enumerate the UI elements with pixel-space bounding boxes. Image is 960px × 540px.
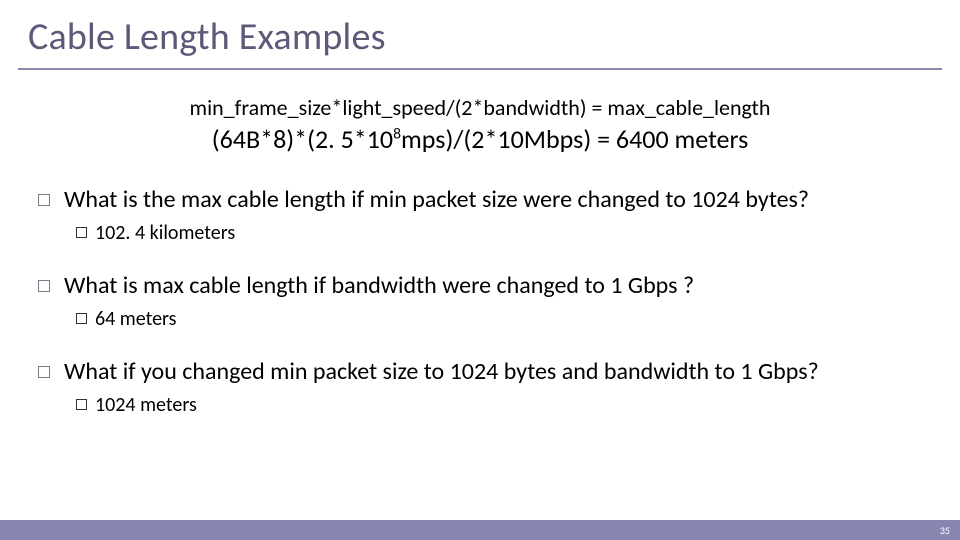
title-underline xyxy=(18,68,942,70)
formula-pre: (64B*8)*(2. 5*10 xyxy=(212,123,393,155)
question-row: What is max cable length if bandwidth we… xyxy=(38,271,930,301)
square-bullet-icon xyxy=(38,194,50,206)
answer-text: 102. 4 kilometers xyxy=(95,221,235,245)
question-item: What if you changed min packet size to 1… xyxy=(38,357,930,417)
formula-general: min_frame_size*light_speed/(2*bandwidth)… xyxy=(0,94,960,121)
square-bullet-icon xyxy=(76,227,87,238)
formula-block: min_frame_size*light_speed/(2*bandwidth)… xyxy=(0,94,960,155)
question-text: What is the max cable length if min pack… xyxy=(64,185,930,215)
answer-row: 64 meters xyxy=(38,307,930,331)
square-bullet-icon xyxy=(76,399,87,410)
square-bullet-icon xyxy=(38,366,50,378)
square-bullet-icon xyxy=(76,313,87,324)
page-number: 35 xyxy=(940,524,950,537)
question-list: What is the max cable length if min pack… xyxy=(0,185,960,417)
question-text: What if you changed min packet size to 1… xyxy=(64,357,930,387)
question-row: What is the max cable length if min pack… xyxy=(38,185,930,215)
answer-text: 1024 meters xyxy=(95,393,197,417)
square-bullet-icon xyxy=(38,280,50,292)
question-item: What is the max cable length if min pack… xyxy=(38,185,930,245)
formula-numeric: (64B*8)*(2. 5*108mps)/(2*10Mbps) = 6400 … xyxy=(0,123,960,155)
formula-exponent: 8 xyxy=(393,124,401,143)
answer-text: 64 meters xyxy=(95,307,177,331)
answer-row: 102. 4 kilometers xyxy=(38,221,930,245)
question-text: What is max cable length if bandwidth we… xyxy=(64,271,930,301)
question-item: What is max cable length if bandwidth we… xyxy=(38,271,930,331)
slide: Cable Length Examples min_frame_size*lig… xyxy=(0,0,960,540)
footer-bar: 35 xyxy=(0,520,960,540)
formula-post: mps)/(2*10Mbps) = 6400 meters xyxy=(401,123,748,155)
answer-row: 1024 meters xyxy=(38,393,930,417)
slide-title: Cable Length Examples xyxy=(0,0,960,68)
question-row: What if you changed min packet size to 1… xyxy=(38,357,930,387)
